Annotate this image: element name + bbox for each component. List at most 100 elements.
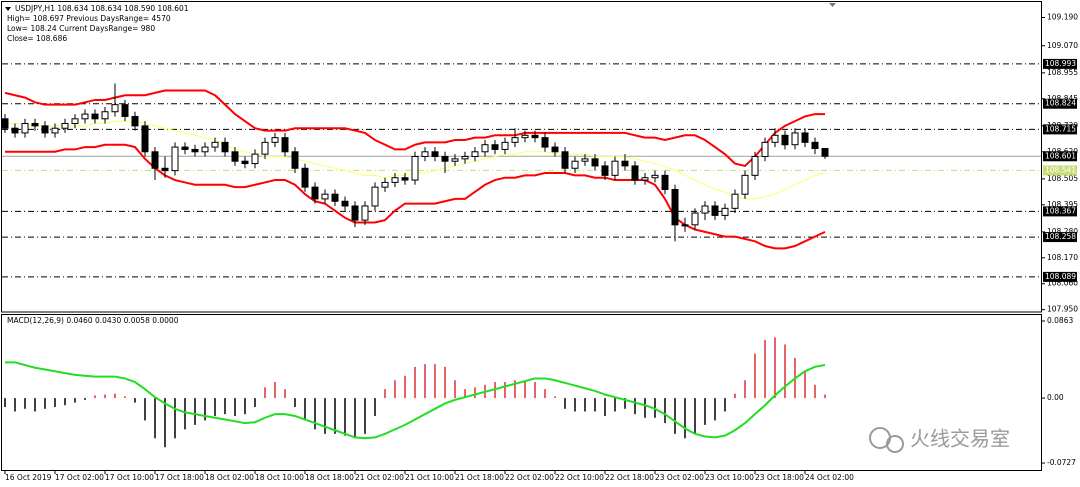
x-tick-label: 17 Oct 10:00 xyxy=(105,473,154,482)
y-tick-label: 109.070 xyxy=(1047,41,1078,50)
candle-body xyxy=(171,146,179,172)
candle-body xyxy=(251,153,259,165)
candle-body xyxy=(201,146,209,153)
candle-body xyxy=(341,200,349,207)
x-tick-label: 16 Oct 2019 xyxy=(5,473,52,482)
candle-body xyxy=(1,118,9,129)
level-label: 108.089 xyxy=(1045,272,1076,281)
candle-body xyxy=(591,158,599,167)
candle-body xyxy=(791,132,799,146)
candle-body xyxy=(421,151,429,157)
candle-body xyxy=(51,127,59,134)
candle-body xyxy=(781,134,789,146)
candle-body xyxy=(571,160,579,169)
price-panel xyxy=(1,1,1042,313)
y-tick-label: 0.0863 xyxy=(1047,316,1073,325)
level-label-box xyxy=(1043,206,1077,217)
candle-body xyxy=(351,205,359,221)
level-label-box xyxy=(1043,271,1077,282)
candle-body xyxy=(661,174,669,190)
candle-body xyxy=(141,125,149,153)
candle-body xyxy=(531,134,539,139)
level-label: 108.541 xyxy=(1045,165,1076,174)
candle-body xyxy=(801,132,809,143)
candle-body xyxy=(311,186,319,200)
level-label-box xyxy=(1043,165,1077,176)
candle-body xyxy=(401,177,409,181)
indicator-label: MACD(12,26,9) 0.0460 0.0430 0.0058 0.000… xyxy=(7,316,179,325)
candle-body xyxy=(711,205,719,216)
x-tick-label: 23 Oct 18:00 xyxy=(755,473,804,482)
candle-body xyxy=(321,193,329,200)
candle-body xyxy=(681,224,689,227)
header-line: USDJPY,H1 108.634 108.634 108.590 108.60… xyxy=(15,4,189,13)
y-tick-label: 108.170 xyxy=(1047,253,1078,262)
candle-body xyxy=(361,205,369,221)
menu-arrow[interactable] xyxy=(5,7,11,11)
candle-body xyxy=(481,144,489,153)
level-label-box xyxy=(1043,58,1077,69)
candle-body xyxy=(551,146,559,153)
candle-body xyxy=(191,148,199,153)
candle-body xyxy=(461,155,469,160)
level-label-box xyxy=(1043,232,1077,243)
candle-body xyxy=(451,158,459,162)
x-tick-label: 17 Oct 02:00 xyxy=(55,473,104,482)
candle-body xyxy=(651,174,659,179)
candle-body xyxy=(221,141,229,153)
candle-body xyxy=(691,212,699,226)
candle-body xyxy=(671,188,679,226)
candle-body xyxy=(111,104,119,113)
candle-body xyxy=(71,118,79,125)
x-tick-label: 22 Oct 18:00 xyxy=(605,473,654,482)
level-label-box xyxy=(1043,98,1077,109)
candle-body xyxy=(631,165,639,181)
candle-body xyxy=(601,165,609,176)
level-label: 108.824 xyxy=(1045,99,1076,108)
y-tick-label: 108.060 xyxy=(1047,279,1078,288)
x-tick-label: 23 Oct 02:00 xyxy=(655,473,704,482)
candle-body xyxy=(821,147,829,157)
y-tick-label: 108.505 xyxy=(1047,174,1078,183)
y-tick-label: 108.845 xyxy=(1047,94,1078,103)
candle-body xyxy=(211,141,219,148)
level-label: 108.258 xyxy=(1045,232,1076,241)
x-tick-label: 18 Oct 10:00 xyxy=(255,473,304,482)
candle-body xyxy=(261,141,269,155)
candle-body xyxy=(151,151,159,169)
y-tick-label: 0.00 xyxy=(1047,393,1064,402)
candle-body xyxy=(271,137,279,143)
level-label: 108.367 xyxy=(1045,206,1076,215)
macd-signal xyxy=(5,361,826,440)
candle-body xyxy=(131,115,139,127)
watermark-icon xyxy=(869,427,904,453)
x-tick-label: 24 Oct 02:00 xyxy=(805,473,854,482)
candle-body xyxy=(231,151,239,162)
candle-body xyxy=(331,193,339,202)
candle-body xyxy=(521,134,529,139)
candle-body xyxy=(621,160,629,167)
bollinger-band xyxy=(5,143,826,250)
candle-body xyxy=(441,155,449,162)
candle-body xyxy=(241,160,249,165)
candle-body xyxy=(181,146,189,150)
candle-body xyxy=(161,167,169,172)
candle-body xyxy=(731,193,739,209)
candle-body xyxy=(561,151,569,169)
y-tick-label: 108.280 xyxy=(1047,227,1078,236)
y-tick-label: 108.955 xyxy=(1047,68,1078,77)
candle-body xyxy=(121,104,129,117)
candle-body xyxy=(581,158,589,162)
candle-body xyxy=(641,177,649,181)
x-tick-label: 21 Oct 10:00 xyxy=(405,473,454,482)
candle-body xyxy=(471,151,479,157)
level-label-box xyxy=(1043,124,1077,135)
candle-body xyxy=(391,177,399,183)
candle-body xyxy=(301,167,309,188)
candle-body xyxy=(751,155,759,176)
level-label: 108.601 xyxy=(1045,151,1076,160)
candle-body xyxy=(741,174,749,195)
candle-body xyxy=(21,123,29,134)
x-tick-label: 17 Oct 18:00 xyxy=(155,473,204,482)
